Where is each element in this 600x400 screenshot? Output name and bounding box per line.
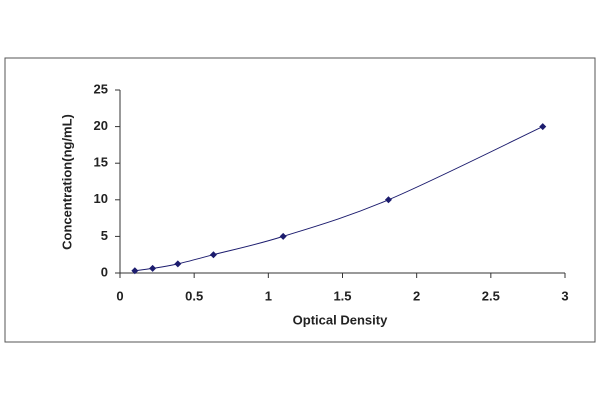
- x-tick-label: 2: [413, 288, 420, 303]
- x-axis-label: Optical Density: [293, 312, 388, 327]
- point: [384, 196, 392, 204]
- x-tick-label: 0.5: [185, 288, 203, 303]
- y-tick-label: 15: [94, 155, 108, 170]
- point: [279, 232, 287, 240]
- x-tick-label: 3: [561, 288, 568, 303]
- x-tick-label: 2.5: [482, 288, 500, 303]
- chart-border: [4, 57, 596, 343]
- x-tick-label: 0: [116, 288, 123, 303]
- y-tick-label: 5: [101, 228, 108, 243]
- x-tick-label: 1.5: [333, 288, 351, 303]
- y-tick-label: 10: [94, 191, 108, 206]
- point: [174, 260, 182, 268]
- point: [131, 267, 139, 275]
- point: [539, 123, 547, 131]
- y-tick-label: 0: [101, 264, 108, 279]
- point: [149, 264, 157, 272]
- y-axis-label: Concentration(ng/mL): [59, 114, 74, 250]
- y-tick-label: 20: [94, 118, 108, 133]
- point: [209, 251, 217, 259]
- x-tick-label: 1: [265, 288, 272, 303]
- y-tick-label: 25: [94, 81, 108, 96]
